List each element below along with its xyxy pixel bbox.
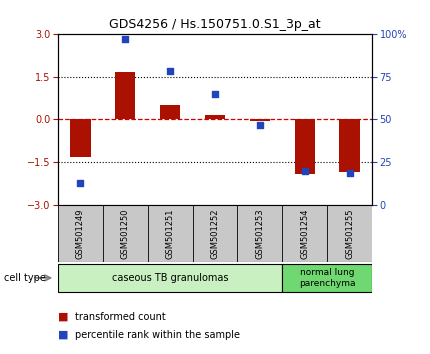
Bar (205, 115, 225, 120)
Bar (58, 263, 282, 292)
Text: cell type: cell type (4, 273, 46, 283)
Point (346, 170, 353, 176)
Point (256, 122, 263, 127)
Text: ■: ■ (58, 312, 72, 322)
Text: normal lung
parenchyma: normal lung parenchyma (299, 268, 355, 287)
Bar (295, 120, 315, 174)
Text: GSM501253: GSM501253 (255, 208, 264, 259)
Bar (339, 120, 359, 172)
Text: transformed count: transformed count (75, 312, 166, 322)
Bar (282, 263, 372, 292)
Point (122, 36, 129, 42)
Point (167, 69, 174, 74)
Bar (115, 72, 135, 120)
Text: GSM501250: GSM501250 (121, 209, 130, 259)
Text: caseous TB granulomas: caseous TB granulomas (112, 273, 228, 283)
Point (212, 91, 218, 97)
Title: GDS4256 / Hs.150751.0.S1_3p_at: GDS4256 / Hs.150751.0.S1_3p_at (109, 18, 321, 31)
Text: percentile rank within the sample: percentile rank within the sample (75, 330, 240, 339)
Text: GSM501255: GSM501255 (345, 209, 354, 259)
Text: ■: ■ (58, 330, 72, 339)
Text: GSM501254: GSM501254 (300, 209, 309, 259)
Text: GSM501252: GSM501252 (211, 209, 219, 259)
Text: GSM501251: GSM501251 (166, 209, 175, 259)
Point (77, 180, 84, 186)
Bar (71, 120, 91, 157)
Text: GSM501249: GSM501249 (76, 209, 85, 259)
Bar (160, 105, 180, 120)
Point (301, 168, 308, 174)
Bar (250, 120, 270, 121)
